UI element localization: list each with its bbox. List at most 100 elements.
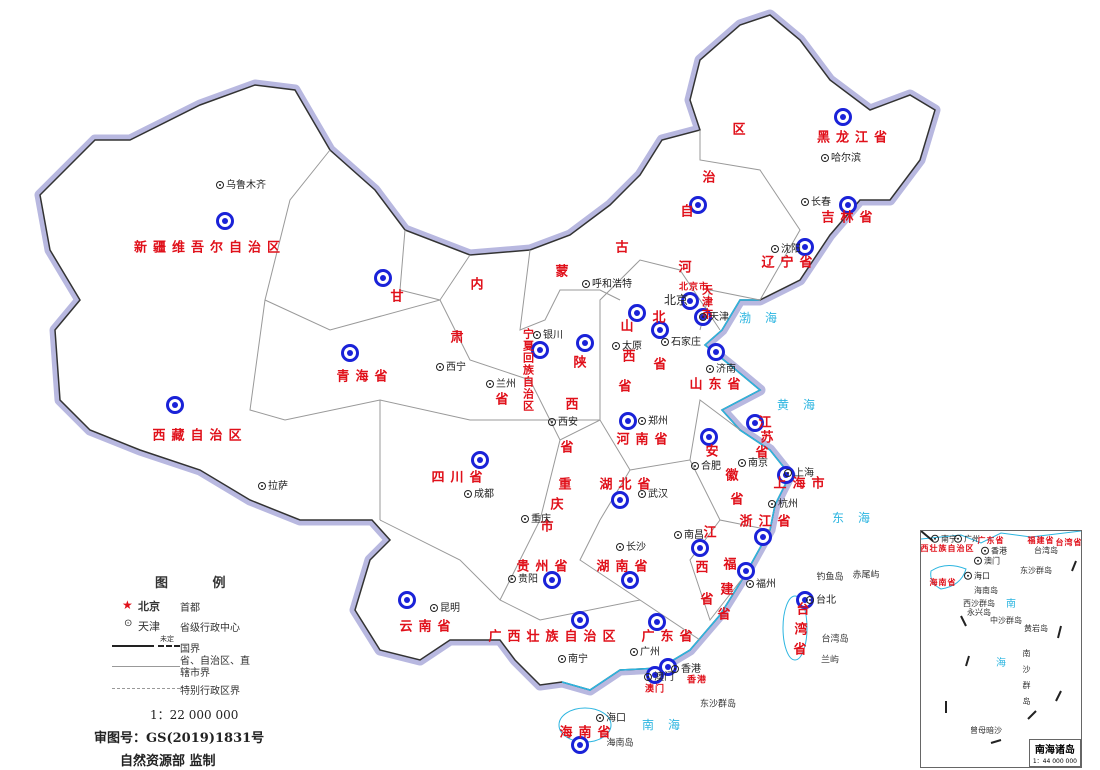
province-marker-icon[interactable] [621, 571, 639, 589]
city-label: 南京 [736, 459, 768, 469]
province-border-line [379, 519, 701, 641]
inset-city-label: 澳门 [972, 556, 1000, 566]
inset-city-label: 海口 [962, 571, 990, 581]
provincial-center-icon [464, 490, 472, 498]
provincial-center-icon [931, 534, 939, 543]
city-name: 南京 [748, 458, 768, 469]
province-label: 省 [793, 642, 813, 658]
province-label: 湾 [794, 622, 814, 638]
city-label: 太原 [610, 342, 642, 352]
inset-scale: 1：44 000 000 [1032, 758, 1077, 765]
city-name: 南昌 [684, 530, 704, 541]
province-label: 河 [678, 260, 698, 276]
province-label: 徽 [725, 468, 745, 484]
provincial-center-icon [638, 490, 646, 498]
city-name: 广州 [964, 534, 980, 544]
city-label: 台北 [804, 596, 836, 606]
provincial-center-icon [508, 575, 516, 583]
province-label: 辽宁省 [761, 255, 819, 271]
provincial-center-icon [738, 459, 746, 467]
provincial-center-icon [974, 556, 982, 565]
province-marker-icon[interactable] [796, 238, 814, 256]
province-marker-icon[interactable] [216, 212, 234, 230]
province-marker-icon[interactable] [571, 611, 589, 629]
province-marker-icon[interactable] [471, 451, 489, 469]
city-name: 呼和浩特 [592, 279, 632, 290]
province-marker-icon[interactable] [691, 539, 709, 557]
province-label: 四川省 [431, 470, 489, 486]
city-label: 石家庄 [659, 338, 701, 348]
inset-label: 台湾省 [1055, 538, 1082, 547]
province-label: 建 [720, 582, 740, 598]
legend-provincial-border: 省、自治区、直辖市界 [180, 656, 250, 679]
city-label: 海口 [594, 714, 626, 724]
province-border-line [399, 229, 441, 301]
province-label: 湖北省 [599, 477, 657, 493]
city-name: 哈尔滨 [831, 153, 861, 164]
province-marker-icon[interactable] [611, 491, 629, 509]
province-marker-icon[interactable] [651, 321, 669, 339]
city-label: 福州 [744, 580, 776, 590]
province-marker-icon[interactable] [398, 591, 416, 609]
provincial-center-icon [671, 665, 679, 673]
province-marker-icon[interactable] [571, 736, 589, 754]
province-marker-icon[interactable] [166, 396, 184, 414]
city-name: 重庆 [531, 514, 551, 525]
province-marker-icon[interactable] [689, 196, 707, 214]
province-border-line [599, 259, 721, 420]
province-marker-icon[interactable] [341, 344, 359, 362]
provincial-center-icon [661, 338, 669, 346]
province-border-line [249, 149, 600, 421]
province-marker-icon[interactable] [707, 343, 725, 361]
province-marker-icon[interactable] [746, 414, 764, 432]
province-label: 新疆维吾尔自治区 [133, 240, 287, 256]
province-marker-icon[interactable] [628, 304, 646, 322]
province-label: 浙江省 [739, 514, 797, 530]
city-name: 贵阳 [518, 574, 538, 585]
inset-title: 南海诸岛 [1034, 745, 1075, 756]
province-marker-icon[interactable] [374, 269, 392, 287]
sea-label: 东海 [831, 511, 885, 525]
province-marker-icon[interactable] [737, 562, 755, 580]
province-marker-icon[interactable] [531, 341, 549, 359]
city-label: 兰州 [484, 380, 516, 390]
province-marker-icon[interactable] [834, 108, 852, 126]
legend-national-border: 国界 [180, 644, 200, 655]
province-label: 治 [702, 170, 722, 186]
provincial-center-icon: ⊙ [124, 618, 133, 629]
province-marker-icon[interactable] [648, 613, 666, 631]
province-marker-icon[interactable] [700, 428, 718, 446]
province-label: 河南省 [616, 432, 674, 448]
map-scale: 1：22 000 000 [150, 708, 239, 722]
city-name: 拉萨 [268, 481, 288, 492]
province-label: 西 [565, 397, 585, 413]
inset-label: 南沙群岛 [1022, 649, 1031, 713]
province-marker-icon[interactable] [681, 292, 699, 310]
province-label: 区 [732, 122, 752, 138]
province-label: 市 [540, 519, 560, 535]
city-label: 哈尔滨 [819, 154, 861, 164]
province-marker-icon[interactable] [576, 334, 594, 352]
city-name: 郑州 [648, 416, 668, 427]
province-label: 澳门 [644, 684, 666, 695]
city-name: 济南 [716, 364, 736, 375]
province-marker-icon[interactable] [619, 412, 637, 430]
island-label: 东沙群岛 [699, 699, 737, 710]
province-marker-icon[interactable] [754, 528, 772, 546]
city-label: 武汉 [636, 490, 668, 500]
province-label: 甘 [390, 289, 410, 305]
provincial-center-icon [486, 380, 494, 388]
inset-city-label: 香港 [979, 546, 1007, 556]
island-label: 兰屿 [820, 655, 840, 666]
city-label: 澳门 [642, 673, 674, 683]
city-label: 贵阳 [506, 575, 538, 585]
legend-capital-name: 北京 [138, 600, 160, 613]
province-marker-icon[interactable] [543, 571, 561, 589]
province-label: 省 [618, 379, 638, 395]
city-name: 福州 [756, 579, 776, 590]
island-label: 钓鱼岛 [816, 572, 844, 583]
province-marker-icon[interactable] [839, 196, 857, 214]
island-label: 赤尾屿 [852, 570, 880, 581]
provincial-border-symbol [112, 666, 180, 667]
city-label: 合肥 [689, 462, 721, 472]
